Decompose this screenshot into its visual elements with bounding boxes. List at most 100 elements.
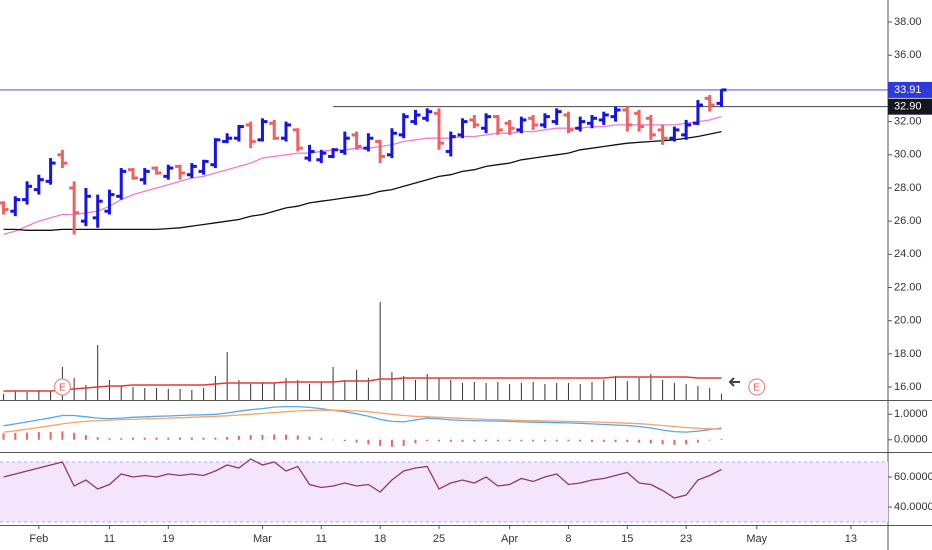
earnings-label: E xyxy=(59,383,66,394)
histogram-bar xyxy=(332,439,335,441)
x-tick-label: 25 xyxy=(433,533,445,545)
histogram-bar xyxy=(249,435,252,440)
histogram-bar xyxy=(638,439,641,443)
histogram-bar xyxy=(520,439,523,442)
x-tick-label: 8 xyxy=(565,533,571,545)
histogram-bar xyxy=(649,439,652,444)
histogram-bar xyxy=(131,437,134,440)
histogram-bar xyxy=(96,437,99,440)
x-tick-label: 11 xyxy=(104,533,115,545)
histogram-bar xyxy=(355,439,358,443)
histogram-bar xyxy=(202,437,205,440)
histogram-bar xyxy=(108,438,111,440)
y-tick-label: 28.00 xyxy=(894,182,922,194)
histogram-bar xyxy=(179,437,182,440)
histogram-bar xyxy=(532,439,535,442)
histogram-bar xyxy=(143,437,146,440)
histogram-bar xyxy=(190,437,193,440)
earnings-marker[interactable] xyxy=(748,378,766,396)
rsi-band xyxy=(0,462,888,522)
histogram-bar xyxy=(367,439,370,445)
y-tick-label: 36.00 xyxy=(894,49,922,61)
histogram-bar xyxy=(543,439,546,442)
histogram-bar xyxy=(61,431,64,440)
y-tick-label: 32.00 xyxy=(894,116,922,128)
y-tick-label: 1.0000 xyxy=(894,408,928,420)
x-tick-label: Feb xyxy=(29,533,48,545)
histogram-bar xyxy=(343,439,346,442)
histogram-bar xyxy=(567,439,570,442)
last-price-box xyxy=(888,81,932,98)
histogram-bar xyxy=(696,439,699,443)
y-tick-label: 40.0000 xyxy=(894,501,932,513)
y-tick-label: 16.00 xyxy=(894,381,922,393)
histogram-bar xyxy=(685,439,688,445)
histogram-bar xyxy=(673,439,676,445)
histogram-bar xyxy=(226,436,229,440)
x-tick-label: 19 xyxy=(162,533,174,545)
scroll-to-latest-arrow[interactable] xyxy=(728,377,740,387)
histogram-bar xyxy=(555,439,558,442)
y-tick-label: 0.0000 xyxy=(894,434,928,446)
histogram-bar xyxy=(155,437,158,440)
histogram-bar xyxy=(237,435,240,440)
histogram-bar xyxy=(284,434,287,440)
hline-price-box xyxy=(888,98,932,115)
histogram-bar xyxy=(602,439,605,442)
hline-price-label: 32.90 xyxy=(894,101,922,113)
histogram-bar xyxy=(308,436,311,440)
y-tick-label: 24.00 xyxy=(894,248,922,260)
histogram-bar xyxy=(402,439,405,447)
volume-average xyxy=(3,376,722,392)
histogram-bar xyxy=(449,439,452,442)
histogram-bar xyxy=(461,439,464,442)
histogram-bar xyxy=(214,437,217,440)
earnings-label: E xyxy=(753,383,760,394)
x-tick-label: May xyxy=(746,533,767,545)
histogram-bar xyxy=(614,439,617,443)
last-price-label: 33.91 xyxy=(894,84,922,96)
histogram-bar xyxy=(73,432,76,440)
histogram-bar xyxy=(167,437,170,440)
x-tick-label: 18 xyxy=(374,533,386,545)
y-tick-label: 26.00 xyxy=(894,215,922,227)
histogram-bar xyxy=(720,438,723,440)
x-tick-label: 15 xyxy=(621,533,633,545)
histogram-bar xyxy=(379,439,382,447)
y-tick-label: 38.00 xyxy=(894,16,922,28)
y-tick-label: 20.00 xyxy=(894,315,922,327)
x-tick-label: Mar xyxy=(253,533,272,545)
histogram-bar xyxy=(261,434,264,440)
histogram-bar xyxy=(579,439,582,442)
histogram-bar xyxy=(49,431,52,440)
indicator-line xyxy=(3,409,722,433)
indicator-line xyxy=(3,115,722,236)
histogram-bar xyxy=(708,439,711,441)
indicator-line xyxy=(3,405,722,433)
y-tick-label: 60.0000 xyxy=(894,471,932,483)
histogram-bar xyxy=(390,439,393,447)
histogram-bar xyxy=(473,439,476,442)
earnings-marker[interactable] xyxy=(53,378,71,396)
histogram-bar xyxy=(120,438,123,440)
y-tick-label: 22.00 xyxy=(894,281,922,293)
x-tick-label: 13 xyxy=(845,533,857,545)
histogram-bar xyxy=(84,435,87,440)
histogram-bar xyxy=(296,435,299,440)
histogram-bar xyxy=(14,432,17,440)
y-tick-label: 18.00 xyxy=(894,348,922,360)
histogram-bar xyxy=(37,432,40,440)
x-tick-label: 11 xyxy=(316,533,327,545)
histogram-bar xyxy=(508,439,511,442)
histogram-bar xyxy=(426,439,429,442)
indicator-line xyxy=(3,458,722,499)
histogram-bar xyxy=(661,439,664,445)
x-tick-label: Apr xyxy=(501,533,518,545)
histogram-bar xyxy=(437,439,440,442)
histogram-bar xyxy=(485,439,488,442)
histogram-bar xyxy=(26,432,29,440)
histogram-bar xyxy=(320,438,323,440)
x-tick-label: 23 xyxy=(680,533,692,545)
